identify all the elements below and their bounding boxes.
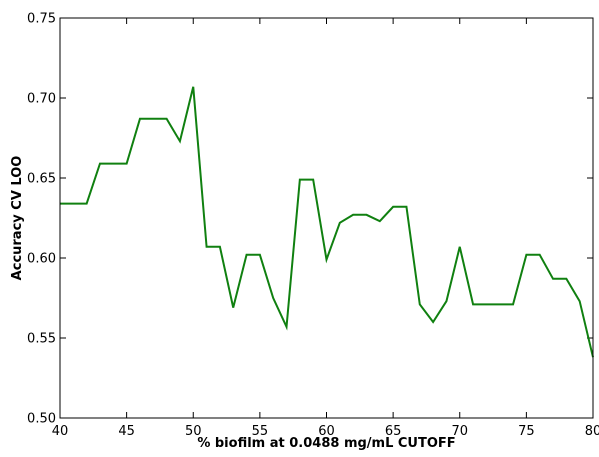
tick-label-layer: 40 45 50 55 60 65 70 75 80 0.50 0.55 0.60 0.65 0.70 0.…: [27, 12, 599, 440]
x-tick-label: 55: [252, 424, 269, 439]
y-tick-label: 0.60: [27, 252, 56, 267]
plot-area: [60, 18, 593, 418]
x-tick-label: 75: [518, 424, 535, 439]
y-tick-label: 0.75: [27, 12, 56, 27]
x-tick-label: 60: [318, 424, 335, 439]
series-layer: [60, 86, 594, 358]
series-line: [60, 86, 594, 358]
x-tick-label: 40: [52, 424, 69, 439]
y-tick-label: 0.70: [27, 92, 56, 107]
x-tick-label: 65: [385, 424, 402, 439]
y-tick-label: 0.50: [27, 412, 56, 427]
y-tick-label: 0.65: [27, 172, 56, 187]
x-tick-label: 45: [118, 424, 135, 439]
plot-frame: [59, 17, 594, 419]
x-tick-label: 70: [451, 424, 468, 439]
x-tick-label: 50: [185, 424, 202, 439]
y-tick-label: 0.55: [27, 332, 56, 347]
x-axis-label: % biofilm at 0.0488 mg/mL CUTOFF: [197, 436, 455, 451]
x-tick-label: 80: [585, 424, 599, 439]
y-axis-label: Accuracy CV LOO: [10, 156, 25, 281]
